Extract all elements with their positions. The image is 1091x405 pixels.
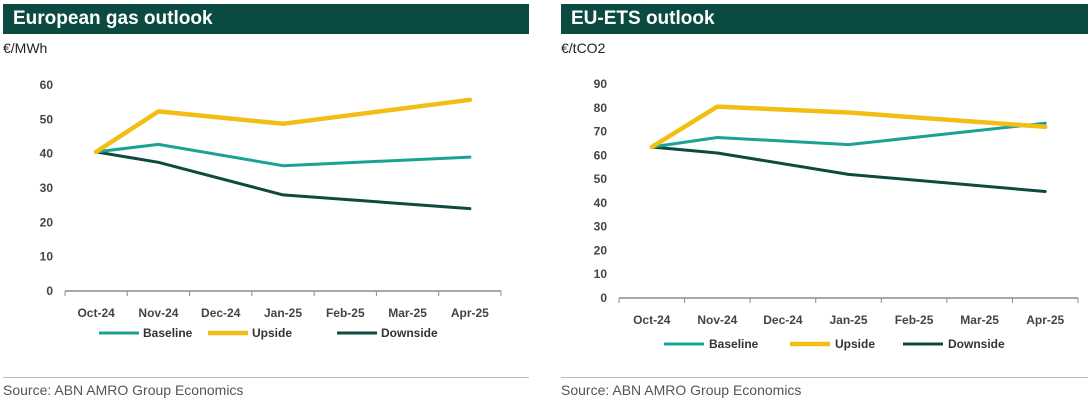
series-line-downside <box>94 150 472 211</box>
y-tick-label: 50 <box>594 172 608 186</box>
y-tick-label: 40 <box>594 196 608 210</box>
y-tick-label: 40 <box>40 147 54 161</box>
y-tick-label: 0 <box>600 291 607 305</box>
series-line-downside <box>650 145 1047 193</box>
x-tick-label: Apr-25 <box>1026 313 1064 327</box>
x-tick-label: Oct-24 <box>633 313 671 327</box>
x-tick-label: Jan-25 <box>264 306 302 320</box>
chart-title: European gas outlook <box>3 4 529 34</box>
legend-label-baseline: Baseline <box>709 337 759 351</box>
source-note: Source: ABN AMRO Group Economics <box>3 382 244 398</box>
series-line-upside <box>93 97 473 155</box>
legend-label-upside: Upside <box>835 337 875 351</box>
gas-outlook-chart: 0 10 20 30 40 50 60 Oct-24 Nov-24 Dec-24 Jan-25 Feb… <box>40 78 502 340</box>
y-tick-label: 60 <box>594 148 608 162</box>
series-line-upside <box>649 104 1048 150</box>
x-tick-label: Nov-24 <box>697 313 737 327</box>
source-divider <box>561 377 1088 378</box>
y-tick-label: 80 <box>594 101 608 115</box>
x-tick-label: Feb-25 <box>895 313 934 327</box>
x-tick-label: Dec-24 <box>201 306 241 320</box>
x-tick-label: Mar-25 <box>388 306 427 320</box>
x-tick-label: Apr-25 <box>451 306 489 320</box>
y-tick-label: 10 <box>40 250 54 264</box>
x-tick-label: Feb-25 <box>326 306 365 320</box>
source-divider <box>3 377 529 378</box>
chart-title: EU-ETS outlook <box>561 4 1088 34</box>
legend-label-downside: Downside <box>381 326 438 340</box>
y-tick-label: 20 <box>594 243 608 257</box>
y-axis-unit: €/MWh <box>3 40 48 56</box>
x-tick-label: Oct-24 <box>77 306 115 320</box>
y-tick-label: 70 <box>594 125 608 139</box>
x-tick-label: Dec-24 <box>763 313 803 327</box>
x-tick-label: Nov-24 <box>138 306 178 320</box>
y-tick-label: 20 <box>40 215 54 229</box>
y-tick-label: 90 <box>594 77 608 91</box>
x-tick-label: Mar-25 <box>960 313 999 327</box>
series-line-baseline <box>650 121 1047 149</box>
series-line-baseline <box>94 142 472 168</box>
ets-outlook-panel: EU-ETS outlook €/tCO2 0 10 20 30 40 50 60 70 80 9… <box>561 4 1088 402</box>
y-tick-label: 0 <box>46 284 53 298</box>
y-tick-label: 50 <box>40 112 54 126</box>
legend-label-upside: Upside <box>252 326 292 340</box>
y-tick-label: 30 <box>594 220 608 234</box>
y-tick-label: 10 <box>594 267 608 281</box>
y-tick-label: 30 <box>40 181 54 195</box>
x-tick-label: Jan-25 <box>829 313 867 327</box>
source-note: Source: ABN AMRO Group Economics <box>561 382 802 398</box>
gas-outlook-panel: European gas outlook €/MWh 0 10 20 30 40 50 60… <box>3 4 529 402</box>
y-axis-unit: €/tCO2 <box>561 40 606 56</box>
y-tick-label: 60 <box>40 78 54 92</box>
legend-label-downside: Downside <box>948 337 1005 351</box>
ets-outlook-chart: 0 10 20 30 40 50 60 70 80 90 Oct-24 Nov-24 Dec-24 Jan… <box>594 77 1079 351</box>
legend-label-baseline: Baseline <box>143 326 193 340</box>
